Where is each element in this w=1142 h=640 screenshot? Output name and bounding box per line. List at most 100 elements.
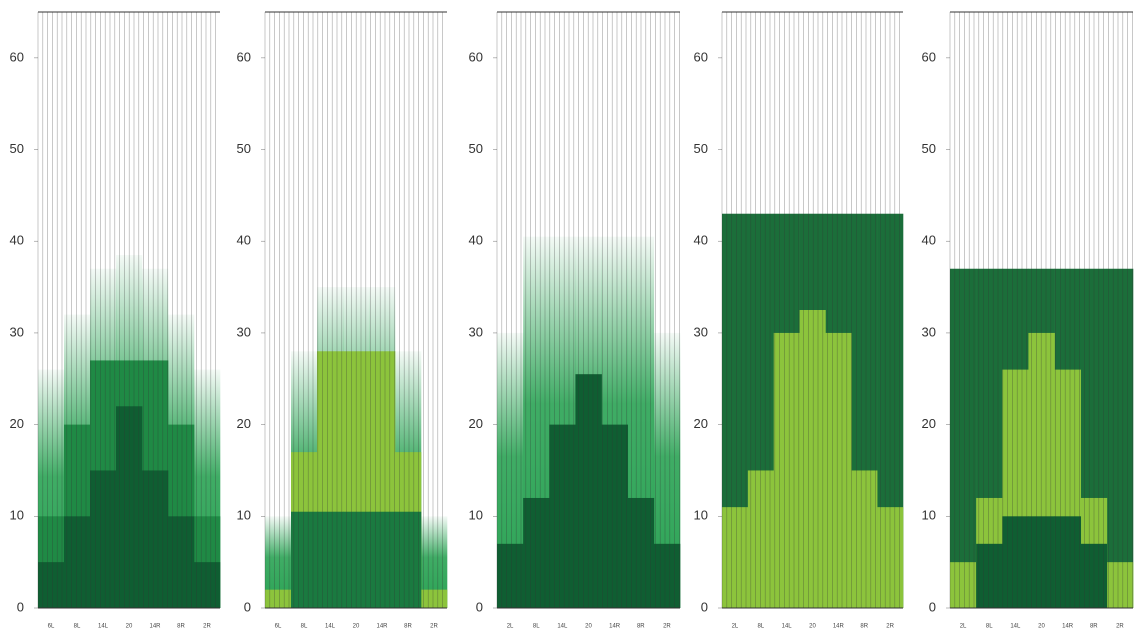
y-tick-label: 50 [922,141,936,156]
area-step [851,470,878,608]
y-tick-label: 30 [922,324,936,339]
x-tick-label: 14L [1010,624,1021,630]
area-step [877,507,904,608]
x-tick-label: 6L [48,624,55,630]
area-step [601,424,629,608]
x-tick-label: 8R [1090,624,1098,630]
x-tick-label: 20 [585,624,592,630]
x-tick-label: 2L [732,624,739,630]
x-tick-label: 20 [126,624,133,630]
y-tick-label: 60 [237,49,251,64]
area-step [523,497,550,608]
y-tick-label: 10 [469,508,483,523]
y-tick-label: 10 [922,508,936,523]
x-tick-label: 14L [98,624,109,630]
y-tick-label: 30 [237,324,251,339]
y-tick-label: 60 [469,49,483,64]
y-tick-label: 30 [10,324,24,339]
x-tick-label: 14R [149,624,161,630]
area-step [38,562,65,608]
y-tick-label: 60 [694,49,708,64]
x-tick-label: 2L [507,624,514,630]
y-tick-label: 40 [10,233,24,248]
x-tick-label: 2R [886,624,894,630]
x-tick-label: 8R [637,624,645,630]
y-tick-label: 10 [694,508,708,523]
y-tick-label: 0 [244,599,251,614]
x-tick-label: 20 [1038,624,1045,630]
x-tick-label: 14L [782,624,793,630]
area-step [317,511,344,608]
area-step [395,511,422,608]
area-step [116,406,143,608]
x-tick-label: 2L [960,624,967,630]
y-tick-label: 20 [694,416,708,431]
y-tick-label: 0 [17,599,24,614]
y-tick-label: 0 [476,599,483,614]
x-tick-label: 20 [353,624,360,630]
y-tick-label: 30 [469,324,483,339]
y-tick-label: 50 [694,141,708,156]
x-tick-label: 8R [404,624,412,630]
area-step [976,543,1003,608]
area-step [168,516,195,608]
x-tick-label: 14L [557,624,568,630]
x-tick-label: 14R [376,624,388,630]
y-tick-label: 50 [469,141,483,156]
x-tick-label: 8L [533,624,540,630]
y-tick-label: 10 [237,508,251,523]
area-step [1028,516,1055,608]
y-tick-label: 20 [922,416,936,431]
area-step [799,310,826,608]
x-tick-label: 14R [1062,624,1074,630]
area-step [291,511,318,608]
x-tick-label: 20 [809,624,816,630]
area-step [265,589,292,608]
y-tick-label: 0 [701,599,708,614]
y-tick-label: 50 [10,141,24,156]
area-step [369,511,396,608]
y-tick-label: 40 [922,233,936,248]
y-tick-label: 60 [922,49,936,64]
area-step [773,332,800,608]
area-step [627,497,655,608]
area-step [1106,562,1134,608]
area-step [343,511,370,608]
y-tick-label: 20 [10,416,24,431]
area-step [747,470,775,608]
y-tick-label: 0 [929,599,936,614]
x-tick-label: 8L [757,624,764,630]
y-tick-label: 30 [694,324,708,339]
area-step [722,507,749,608]
area-step [950,562,977,608]
area-step [90,470,117,608]
area-step [1106,268,1134,608]
x-tick-label: 8L [74,624,81,630]
y-tick-label: 20 [469,416,483,431]
x-tick-label: 14R [833,624,845,630]
x-tick-label: 8R [177,624,185,630]
area-step [950,268,977,608]
area-step [1002,516,1029,608]
x-tick-label: 14R [609,624,621,630]
y-tick-label: 20 [237,416,251,431]
x-tick-label: 14L [325,624,336,630]
x-tick-label: 2R [203,624,211,630]
y-tick-label: 10 [10,508,24,523]
y-tick-label: 60 [10,49,24,64]
y-tick-label: 50 [237,141,251,156]
area-step [653,543,681,608]
x-tick-label: 2R [430,624,438,630]
area-step [497,543,524,608]
x-tick-label: 6L [275,624,282,630]
area-step [421,589,448,608]
area-step [142,470,169,608]
area-step [549,424,576,608]
area-step [825,332,852,608]
x-tick-label: 8L [986,624,993,630]
area-step [194,562,221,608]
area-step [1080,543,1108,608]
y-tick-label: 40 [694,233,708,248]
area-step [1054,516,1082,608]
